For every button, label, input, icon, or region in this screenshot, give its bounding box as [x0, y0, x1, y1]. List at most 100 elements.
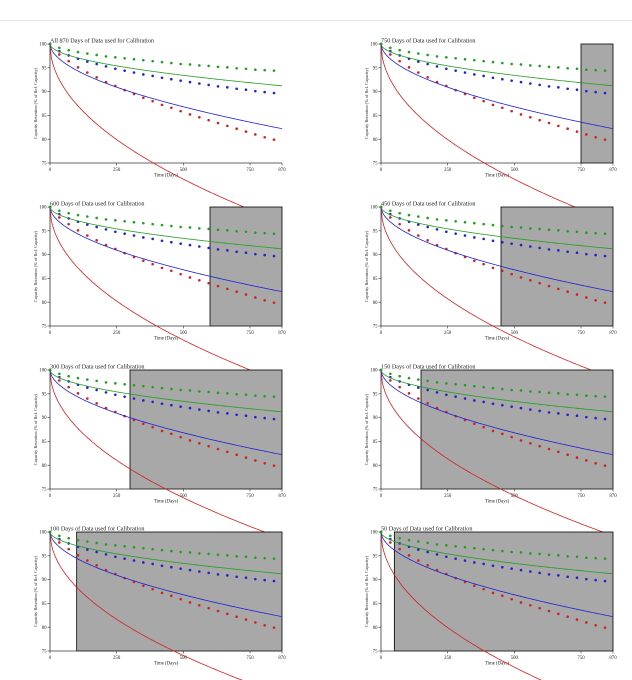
x-axis-label: Time (Days) — [485, 662, 510, 667]
blue-data-point — [585, 252, 588, 256]
green-data-point — [585, 394, 588, 398]
green-data-point — [226, 392, 229, 395]
green-data-point — [58, 534, 61, 538]
green-data-point — [594, 68, 597, 72]
red-data-point — [58, 216, 61, 219]
green-data-point — [244, 230, 248, 234]
red-data-point — [538, 118, 541, 122]
green-data-point — [501, 61, 504, 65]
red-data-point — [501, 432, 504, 436]
green-data-point — [188, 389, 192, 392]
green-data-point — [67, 211, 70, 215]
green-data-point — [132, 220, 136, 224]
green-data-point — [445, 544, 448, 547]
green-data-point — [538, 552, 541, 556]
blue-data-point — [151, 74, 154, 78]
green-data-point — [272, 395, 276, 398]
y-tick-label: 75 — [42, 488, 47, 493]
red-data-point — [67, 385, 70, 389]
green-fit-curve — [380, 531, 614, 575]
red-data-point — [170, 106, 173, 110]
blue-data-point — [160, 76, 164, 80]
green-data-point — [272, 557, 276, 560]
red-data-point — [547, 284, 551, 288]
green-data-point — [566, 229, 569, 233]
blue-data-point — [95, 550, 98, 554]
red-data-point — [417, 559, 420, 562]
red-data-point — [254, 459, 257, 462]
green-data-point — [547, 228, 551, 232]
blue-data-point — [529, 82, 532, 85]
red-fit-curve — [380, 531, 542, 680]
green-data-point — [95, 53, 98, 57]
green-data-point — [575, 67, 579, 71]
red-data-point — [151, 587, 154, 591]
x-tick-label: 0 — [380, 168, 383, 173]
green-data-point — [557, 66, 560, 69]
blue-data-point — [179, 242, 182, 245]
green-data-point — [160, 223, 164, 227]
green-data-point — [114, 56, 117, 59]
green-data-point — [254, 556, 257, 560]
green-data-point — [426, 53, 429, 57]
red-data-point — [426, 239, 429, 242]
red-data-point — [603, 626, 607, 629]
blue-data-point — [142, 236, 145, 239]
green-data-point — [86, 52, 89, 55]
blue-data-point — [114, 393, 117, 397]
red-data-point — [510, 272, 513, 276]
blue-data-point — [417, 60, 420, 63]
green-data-point — [463, 220, 467, 224]
red-data-point — [407, 66, 411, 69]
green-data-point — [501, 224, 504, 228]
blue-data-point — [151, 562, 154, 566]
x-axis-label: Time (Days) — [485, 337, 510, 342]
red-data-point — [482, 425, 485, 429]
x-axis-label: Time (Days) — [154, 174, 179, 179]
red-data-point — [585, 621, 588, 624]
x-tick-label: 870 — [609, 494, 617, 499]
red-data-point — [389, 216, 392, 219]
blue-data-point — [491, 239, 495, 243]
blue-data-point — [557, 412, 560, 415]
x-tick-label: 750 — [577, 656, 585, 661]
blue-data-point — [594, 578, 597, 582]
blue-data-point — [435, 65, 439, 68]
green-data-point — [254, 68, 257, 72]
green-data-point — [170, 387, 173, 391]
red-data-point — [142, 96, 145, 100]
blue-data-point — [445, 393, 448, 397]
chart-title: 450 Days of Data used for Calibration — [381, 201, 476, 208]
red-data-point — [226, 612, 229, 616]
green-data-point — [435, 218, 439, 221]
green-data-point — [398, 211, 401, 215]
green-data-point — [585, 231, 588, 235]
blue-data-point — [463, 71, 467, 74]
red-data-point — [566, 127, 569, 131]
red-data-point — [179, 435, 182, 439]
red-data-point — [501, 594, 504, 598]
red-data-point — [529, 279, 532, 282]
red-data-point — [426, 402, 429, 405]
red-data-point — [557, 124, 560, 128]
green-data-point — [594, 394, 597, 398]
red-fit-curve — [49, 43, 283, 223]
red-data-point — [501, 106, 504, 110]
blue-data-point — [151, 237, 154, 241]
blue-fit-curve — [49, 43, 283, 130]
y-tick-label: 85 — [42, 440, 47, 445]
blue-data-point — [86, 548, 89, 551]
y-tick-label: 80 — [42, 301, 47, 306]
green-data-point — [510, 225, 513, 229]
y-tick-label: 85 — [373, 440, 378, 445]
green-data-point — [547, 553, 551, 557]
y-tick-label: 80 — [373, 301, 378, 306]
blue-data-point — [491, 76, 495, 80]
green-data-point — [603, 395, 607, 398]
red-data-point — [76, 554, 80, 557]
y-tick-label: 75 — [42, 162, 47, 167]
red-fit-curve — [49, 369, 283, 539]
blue-data-point — [435, 391, 439, 394]
green-data-point — [254, 394, 257, 398]
